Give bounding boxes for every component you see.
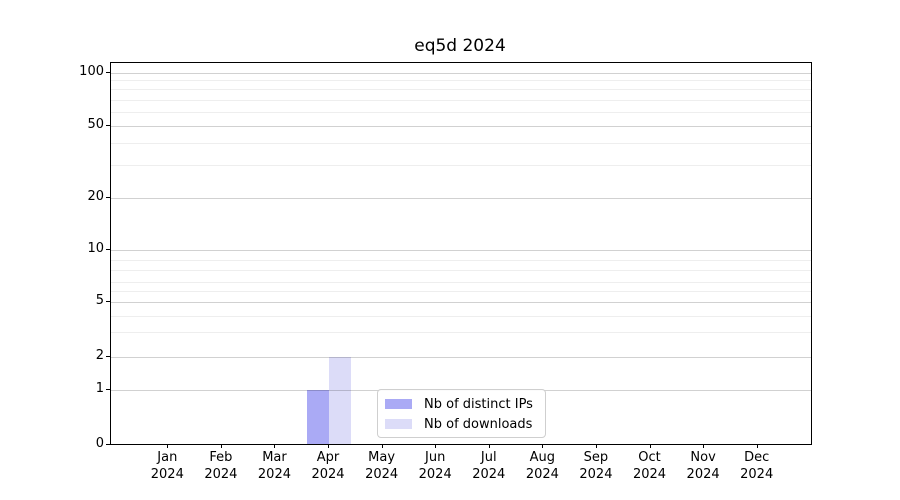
gridline-minor xyxy=(111,143,811,144)
x-tick-month: Dec xyxy=(744,450,770,465)
x-tick-label: Feb 2024 xyxy=(181,449,261,483)
legend-swatch-icon xyxy=(385,419,412,429)
legend-item: Nb of downloads xyxy=(385,414,537,434)
gridline-minor xyxy=(111,165,811,167)
x-tick-month: Jun xyxy=(425,450,446,465)
x-tick-mark xyxy=(703,444,705,448)
y-tick-mark xyxy=(106,443,110,445)
x-tick-month: Apr xyxy=(316,450,340,465)
gridline-major xyxy=(111,356,811,358)
y-tick-mark xyxy=(106,301,110,302)
x-tick-year: 2024 xyxy=(365,467,399,482)
gridline-minor xyxy=(111,290,811,292)
x-tick-year: 2024 xyxy=(632,467,667,482)
gridline-major xyxy=(111,250,811,251)
y-tick-mark xyxy=(106,355,110,357)
y-tick-label: 20 xyxy=(87,188,104,204)
legend-label: Nb of distinct IPs xyxy=(424,396,533,412)
y-tick-label: 0 xyxy=(95,435,104,451)
plot-area xyxy=(110,62,812,445)
legend: Nb of distinct IPs Nb of downloads xyxy=(377,389,546,438)
gridline-major xyxy=(111,72,811,74)
y-tick-label: 5 xyxy=(95,293,104,308)
x-tick-label: Nov 2024 xyxy=(663,449,743,483)
y-tick-mark xyxy=(106,125,110,126)
x-tick-mark xyxy=(595,444,597,448)
x-tick-mark xyxy=(756,444,758,448)
x-tick-year: 2024 xyxy=(579,467,613,482)
x-tick-month: Jul xyxy=(480,450,497,465)
x-tick-label: Sep 2024 xyxy=(556,449,636,483)
x-tick-month: Mar xyxy=(262,450,287,465)
y-tick-label: 2 xyxy=(95,347,104,363)
y-tick-label: 10 xyxy=(87,241,104,256)
gridline-minor xyxy=(111,282,811,283)
x-tick-mark xyxy=(542,444,544,448)
gridline-minor xyxy=(111,99,811,101)
x-tick-mark xyxy=(435,444,437,448)
x-tick-month: May xyxy=(368,450,396,465)
x-tick-mark xyxy=(328,444,330,448)
legend-swatch-icon xyxy=(385,399,412,409)
gridline-major xyxy=(111,302,811,303)
x-tick-mark xyxy=(167,444,169,448)
x-tick-year: 2024 xyxy=(418,467,452,482)
x-tick-mark xyxy=(488,444,490,448)
x-tick-label: Jun 2024 xyxy=(395,449,475,483)
chart-title: eq5d 2024 xyxy=(414,36,506,56)
x-tick-month: Oct xyxy=(638,450,661,465)
y-tick-mark xyxy=(106,196,110,198)
x-tick-month: Aug xyxy=(529,450,556,465)
gridline-major xyxy=(111,126,811,127)
y-tick-mark xyxy=(106,389,110,390)
x-tick-mark xyxy=(381,444,383,448)
x-tick-month: Feb xyxy=(209,450,233,465)
x-tick-label: Oct 2024 xyxy=(610,449,690,483)
y-tick-label: 1 xyxy=(95,381,104,396)
gridline-minor xyxy=(111,316,811,317)
x-tick-year: 2024 xyxy=(740,467,774,482)
x-tick-year: 2024 xyxy=(686,467,720,482)
x-tick-year: 2024 xyxy=(311,467,345,482)
gridline-minor xyxy=(111,260,811,261)
x-tick-mark xyxy=(274,444,276,448)
gridline-minor xyxy=(111,89,811,90)
x-tick-year: 2024 xyxy=(257,467,291,482)
x-tick-year: 2024 xyxy=(525,467,559,482)
x-tick-label: Jan 2024 xyxy=(127,449,207,483)
x-tick-label: Jul 2024 xyxy=(449,449,529,483)
gridline-minor xyxy=(111,270,811,271)
x-tick-label: Mar 2024 xyxy=(234,449,314,483)
y-tick-label: 100 xyxy=(79,63,104,79)
bar-distinct-ips-apr xyxy=(307,390,330,444)
x-tick-label: May 2024 xyxy=(342,449,422,483)
x-tick-month: Nov xyxy=(690,450,716,465)
gridline-minor xyxy=(111,332,811,333)
gridline-minor xyxy=(111,111,811,113)
x-tick-year: 2024 xyxy=(204,467,238,482)
x-tick-year: 2024 xyxy=(472,467,506,482)
y-tick-mark xyxy=(106,249,110,250)
x-tick-label: Apr 2024 xyxy=(288,449,368,483)
gridline-minor xyxy=(111,80,811,82)
y-tick-label: 50 xyxy=(87,117,104,132)
x-tick-mark xyxy=(220,444,222,448)
y-tick-mark xyxy=(106,71,110,73)
legend-label: Nb of downloads xyxy=(424,416,533,432)
x-tick-year: 2024 xyxy=(150,467,184,482)
x-tick-mark xyxy=(649,444,651,448)
gridline-major xyxy=(111,197,811,199)
x-tick-label: Aug 2024 xyxy=(502,449,582,483)
x-tick-month: Jan xyxy=(157,450,178,465)
legend-item: Nb of distinct IPs xyxy=(385,394,537,414)
x-tick-label: Dec 2024 xyxy=(717,449,797,483)
bar-downloads-apr xyxy=(329,356,351,444)
x-tick-month: Sep xyxy=(583,450,609,465)
